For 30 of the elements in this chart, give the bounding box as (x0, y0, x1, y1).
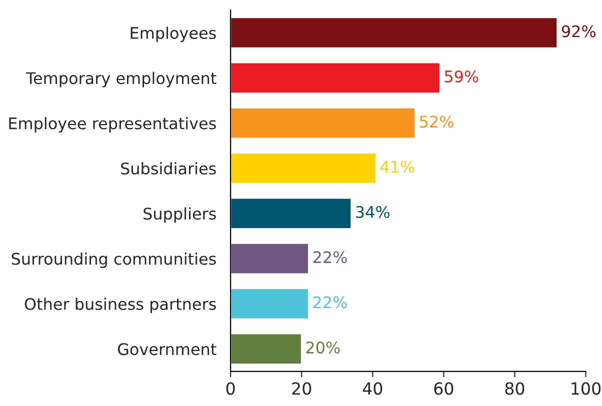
y-tick-label: Government (118, 343, 216, 356)
bar (230, 62, 441, 94)
y-tick-label: Employee representatives (9, 117, 216, 132)
x-tick-label: 20 (292, 382, 312, 395)
bar (230, 242, 310, 275)
data-label: 92% (562, 25, 596, 38)
y-tick-label: Employees (130, 26, 216, 42)
bar (230, 152, 377, 184)
data-label: 52% (420, 116, 454, 128)
bar (230, 197, 352, 230)
y-tick-label: Subsidiaries (121, 162, 216, 175)
x-tick-label: 0 (226, 382, 235, 395)
data-label: 22% (313, 296, 347, 308)
y-tick-label: Other business partners (24, 298, 216, 314)
data-label: 59% (444, 70, 478, 83)
y-tick-label: Temporary employment (26, 72, 216, 88)
data-label: 20% (306, 341, 340, 354)
x-tick-label: 80 (505, 382, 524, 395)
x-tick-label: 60 (434, 382, 454, 395)
y-tick-label: Suppliers (144, 207, 216, 223)
data-label: 41% (380, 160, 414, 173)
bar (230, 288, 310, 320)
bar (230, 107, 416, 140)
data-label: 22% (313, 251, 347, 264)
bar (230, 16, 558, 49)
y-tick-label: Surrounding communities (12, 252, 216, 268)
bar (230, 332, 302, 365)
data-label: 34% (356, 206, 390, 218)
x-tick-label: 40 (362, 382, 382, 395)
x-tick-label: 100 (572, 382, 601, 395)
